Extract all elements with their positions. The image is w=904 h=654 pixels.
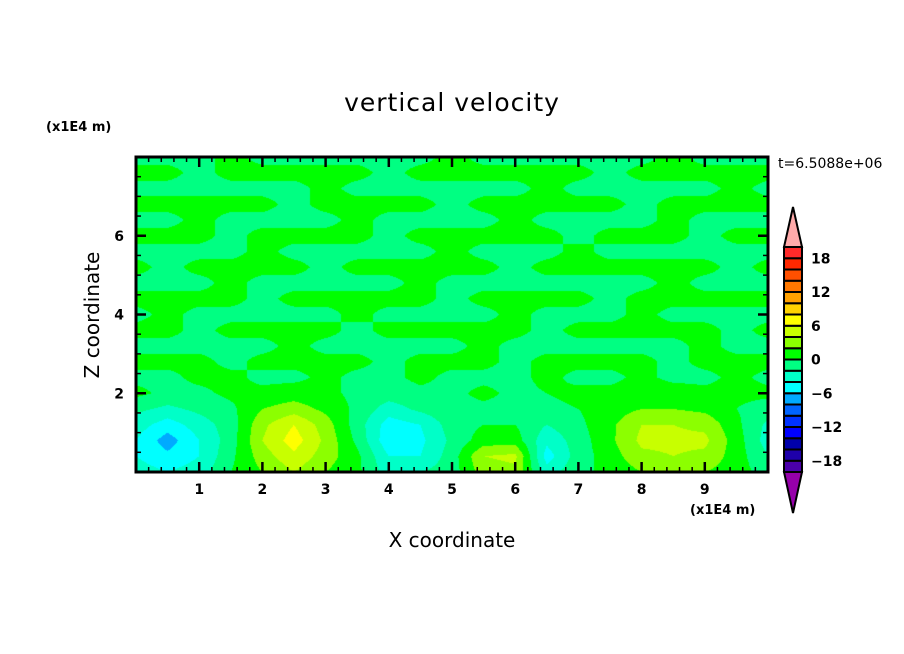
colorbar-bin: [783, 257, 803, 271]
colorbar-under-triangle: [782, 471, 804, 514]
y-unit-label: (x1E4 m): [46, 120, 112, 135]
colorbar-tick-label: 6: [811, 319, 821, 335]
colorbar-tick-label: 18: [811, 251, 830, 267]
x-tick-label: 6: [510, 482, 520, 498]
x-tick-label: 2: [258, 482, 268, 498]
colorbar-bin: [783, 414, 803, 428]
colorbar-bin: [783, 246, 803, 260]
colorbar-bin: [783, 403, 803, 417]
colorbar-over-triangle: [782, 206, 804, 248]
colorbar-bin: [783, 358, 803, 372]
y-tick-label: 4: [114, 308, 124, 324]
x-tick-label: 5: [447, 482, 457, 498]
colorbar-bin: [783, 268, 803, 282]
colorbar-bin: [783, 459, 803, 473]
x-unit-label: (x1E4 m): [690, 503, 756, 518]
x-tick-label: 7: [574, 482, 584, 498]
colorbar-bin: [783, 381, 803, 395]
chart-title: vertical velocity: [344, 88, 560, 117]
contour-field: [136, 157, 768, 472]
x-tick-label: 1: [194, 482, 204, 498]
time-label: t=6.5088e+06: [778, 156, 883, 172]
colorbar-bin: [783, 313, 803, 327]
colorbar-tick-label: 12: [811, 285, 830, 301]
colorbar-tick-label: −18: [811, 454, 842, 470]
y-tick-label: 2: [114, 386, 124, 402]
x-tick-label: 4: [384, 482, 394, 498]
colorbar-bin: [783, 437, 803, 451]
colorbar-bin: [783, 291, 803, 305]
colorbar-bin: [783, 336, 803, 350]
colorbar-tick-label: −12: [811, 420, 842, 436]
y-tick-label: 6: [114, 229, 124, 245]
x-tick-label: 3: [321, 482, 331, 498]
colorbar-bin: [783, 369, 803, 383]
x-tick-label: 9: [700, 482, 710, 498]
colorbar-bin: [783, 324, 803, 338]
colorbar-bin: [783, 279, 803, 293]
x-tick-label: 8: [637, 482, 647, 498]
colorbar-bin: [783, 347, 803, 361]
plot-frame: [134, 155, 770, 474]
colorbar-tick-label: −6: [811, 386, 832, 402]
x-axis-label: X coordinate: [388, 528, 516, 552]
colorbar-bin: [783, 448, 803, 462]
colorbar-bin: [783, 426, 803, 440]
colorbar-bin: [783, 302, 803, 316]
colorbar-tick-label: 0: [811, 353, 821, 369]
colorbar-bin: [783, 392, 803, 406]
